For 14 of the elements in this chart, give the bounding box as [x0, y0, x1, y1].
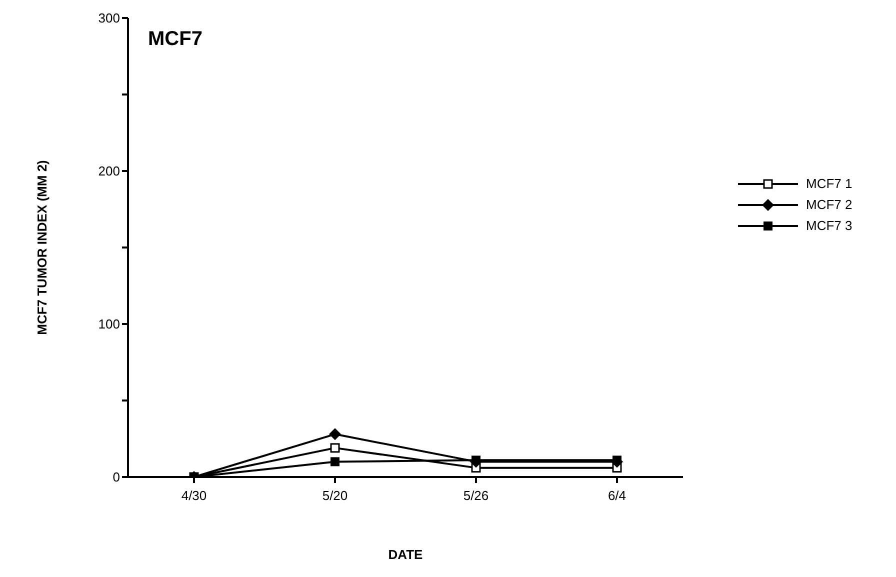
- x-tick-label: 4/30: [181, 488, 207, 504]
- text: MCF7: [148, 28, 202, 51]
- y-tick-label: 300: [98, 10, 120, 26]
- x-tick-label: 6/4: [608, 488, 626, 504]
- y-axis-title: MCF7 TUMOR INDEX (MM 2): [34, 160, 50, 335]
- x-axis-title: DATE: [388, 547, 424, 562]
- legend-label: MCF7 2: [806, 197, 852, 212]
- y-tick-label: 200: [98, 164, 120, 179]
- legend-label: MCF7 3: [806, 218, 852, 233]
- x-tick-label: 5/26: [463, 488, 489, 504]
- y-tick-label: 100: [98, 316, 120, 332]
- legend-label: MCF7 1: [806, 176, 852, 191]
- x-tick-label: 5/20: [322, 488, 348, 504]
- y-tick-label: 0: [112, 470, 120, 485]
